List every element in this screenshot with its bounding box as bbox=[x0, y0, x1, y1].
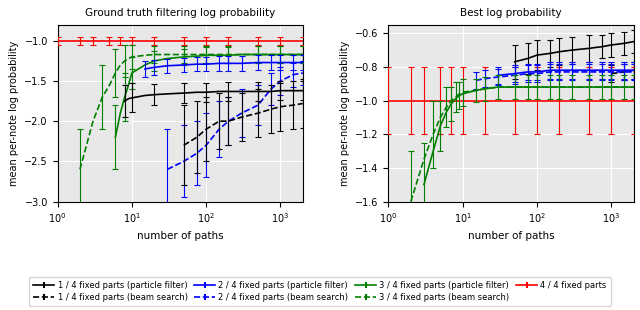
X-axis label: number of paths: number of paths bbox=[468, 231, 554, 241]
Legend: 1 / 4 fixed parts (particle filter), 1 / 4 fixed parts (beam search), 2 / 4 fixe: 1 / 4 fixed parts (particle filter), 1 /… bbox=[29, 277, 611, 306]
Title: Best log probability: Best log probability bbox=[460, 8, 562, 19]
Y-axis label: mean per-note log probability: mean per-note log probability bbox=[340, 41, 349, 186]
Title: Ground truth filtering log probability: Ground truth filtering log probability bbox=[85, 8, 275, 19]
Y-axis label: mean per-note log probability: mean per-note log probability bbox=[9, 41, 19, 186]
X-axis label: number of paths: number of paths bbox=[137, 231, 223, 241]
